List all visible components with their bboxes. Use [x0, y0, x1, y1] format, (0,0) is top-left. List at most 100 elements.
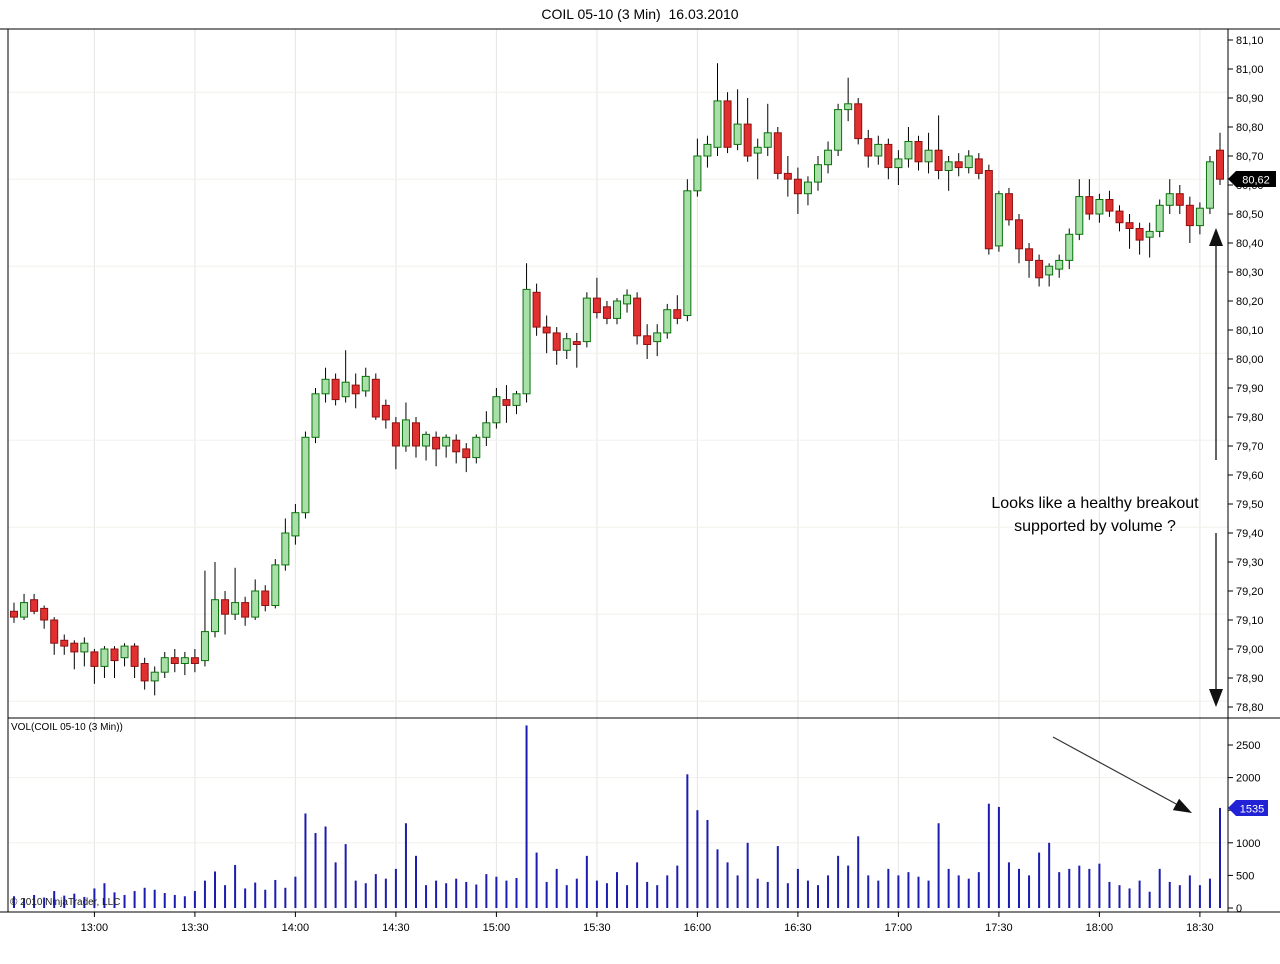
- volume-bar: [73, 893, 76, 908]
- volume-bars-layer: [13, 725, 1221, 908]
- drawing-objects[interactable]: [1052, 228, 1223, 813]
- candle-up: [623, 294, 632, 305]
- volume-bar: [1028, 875, 1031, 908]
- volume-bar: [1058, 872, 1061, 908]
- candle-down: [984, 170, 993, 250]
- candle-down: [954, 161, 963, 169]
- candle-up: [824, 149, 833, 166]
- volume-bar: [947, 868, 950, 908]
- candle-up: [814, 164, 822, 183]
- volume-bar: [123, 894, 126, 908]
- text-annotation[interactable]: Looks like a healthy breakout supported …: [950, 492, 1240, 538]
- price-tick-label: 80,30: [1236, 267, 1264, 279]
- volume-bar: [53, 891, 56, 908]
- candle-up: [924, 149, 933, 163]
- volume-bar: [545, 881, 548, 908]
- candle-down: [371, 378, 380, 418]
- price-tick-label: 79,30: [1236, 557, 1264, 569]
- candle-down: [331, 378, 340, 401]
- volume-bar: [465, 881, 468, 908]
- price-tick-label: 79,10: [1236, 615, 1264, 627]
- candle-down: [974, 158, 983, 174]
- price-axis[interactable]: [1228, 29, 1280, 718]
- price-tick-label: 80,10: [1236, 325, 1264, 337]
- volume-bar: [234, 864, 237, 908]
- volume-bar: [274, 879, 277, 908]
- volume-bar: [897, 875, 900, 908]
- candle-up: [693, 155, 702, 192]
- volume-bar: [1018, 868, 1020, 908]
- price-tag: 80,62: [1228, 171, 1276, 187]
- candle-up: [442, 436, 451, 447]
- volume-bar: [1108, 881, 1111, 908]
- candle-down: [1185, 204, 1194, 227]
- price-tick-label: 79,00: [1236, 644, 1264, 656]
- candle-up: [211, 599, 219, 633]
- candle-down: [552, 332, 561, 351]
- volume-bar: [907, 872, 910, 908]
- volume-bar: [525, 725, 528, 908]
- time-tick-label: 17:30: [985, 922, 1013, 934]
- candle-down: [532, 291, 541, 328]
- price-tick-label: 79,40: [1236, 528, 1264, 540]
- candle-down: [914, 141, 923, 163]
- candle-up: [200, 631, 209, 662]
- down-arrow-head[interactable]: [1209, 689, 1223, 707]
- candle-down: [502, 399, 511, 406]
- volume-bar: [706, 819, 709, 908]
- volume-bar: [666, 875, 669, 908]
- volume-bar: [284, 887, 287, 908]
- candle-down: [1175, 193, 1184, 206]
- volume-bar: [806, 880, 809, 908]
- candle-up: [522, 288, 531, 395]
- candle-up: [904, 141, 913, 160]
- volume-bar: [1178, 885, 1181, 908]
- volume-bar: [837, 855, 840, 908]
- price-tag-shape: [1228, 171, 1276, 187]
- candle-up: [683, 190, 692, 316]
- volume-bar: [314, 833, 317, 908]
- volume-bar: [244, 888, 247, 908]
- volume-bar: [384, 878, 387, 908]
- volume-bar: [1208, 878, 1211, 908]
- volume-tag-value: 1535: [1240, 804, 1264, 816]
- time-tick-label: 15:00: [483, 922, 511, 934]
- time-tick-label: 14:00: [282, 922, 310, 934]
- price-tick-label: 79,70: [1236, 441, 1264, 453]
- volume-arrow-head[interactable]: [1172, 798, 1192, 813]
- volume-tick-label: 2000: [1236, 773, 1260, 785]
- candle-up: [80, 642, 89, 653]
- up-arrow-head[interactable]: [1209, 228, 1223, 246]
- candle-down: [643, 335, 652, 345]
- time-axis[interactable]: [0, 912, 1280, 952]
- price-tick-label: 79,60: [1236, 470, 1264, 482]
- candle-up: [663, 309, 672, 334]
- annotation-line2: supported by volume ?: [1014, 518, 1176, 535]
- chart-title: COIL 05-10 (3 Min) 16.03.2010: [541, 6, 739, 22]
- volume-bar: [83, 896, 86, 908]
- candle-up: [753, 146, 762, 154]
- candle-up: [492, 396, 501, 424]
- time-tick-label: 16:30: [784, 922, 812, 934]
- candle-up: [1095, 199, 1104, 215]
- volume-bar: [435, 880, 438, 908]
- candle-down: [40, 607, 49, 621]
- candle-down: [743, 123, 752, 157]
- volume-bar: [23, 898, 26, 908]
- candle-up: [874, 143, 883, 157]
- volume-pane[interactable]: [8, 718, 1228, 912]
- volume-tick-label: 1000: [1236, 838, 1260, 850]
- candle-up: [733, 123, 742, 145]
- candle-up: [613, 300, 621, 319]
- candle-down: [412, 422, 420, 447]
- price-tag-value: 80,62: [1242, 175, 1270, 187]
- price-pane[interactable]: [8, 29, 1228, 718]
- candle-down: [30, 599, 39, 612]
- candle-down: [673, 309, 682, 319]
- volume-arrow-line[interactable]: [1052, 736, 1179, 806]
- volume-bar: [334, 862, 337, 908]
- candle-up: [512, 393, 521, 406]
- volume-bar: [515, 878, 518, 908]
- candle-down: [1216, 149, 1224, 180]
